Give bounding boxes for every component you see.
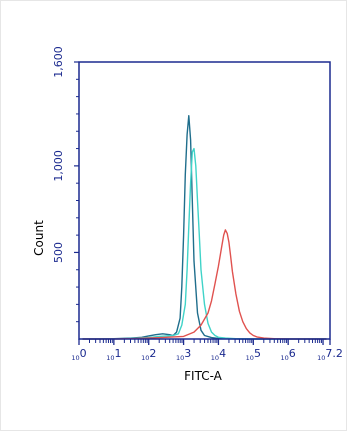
ticks-layer bbox=[74, 61, 331, 345]
x-tick-label: 102 bbox=[141, 347, 156, 362]
x-tick-label: 106 bbox=[281, 347, 296, 362]
x-tick-label: 100 bbox=[71, 347, 86, 362]
y-axis-title: Count bbox=[32, 220, 46, 256]
labels-layer: 500 1,000 1,600 100 101 102 103 104 105 106 107.2 bbox=[52, 46, 343, 362]
y-tick-label: 1,600 bbox=[52, 46, 65, 78]
series-line-3 bbox=[82, 229, 327, 340]
series-layer bbox=[82, 114, 327, 340]
x-tick-label: 107.2 bbox=[317, 347, 343, 362]
x-axis-title: FITC-A bbox=[184, 369, 223, 383]
x-tick-label: 104 bbox=[211, 347, 226, 362]
series-line-2 bbox=[82, 147, 327, 340]
y-tick-label: 1,000 bbox=[52, 150, 65, 182]
x-tick-label: 105 bbox=[246, 347, 261, 362]
x-tick-label: 103 bbox=[176, 347, 191, 362]
x-tick-label: 101 bbox=[106, 347, 121, 362]
y-tick-label: 500 bbox=[52, 242, 65, 263]
